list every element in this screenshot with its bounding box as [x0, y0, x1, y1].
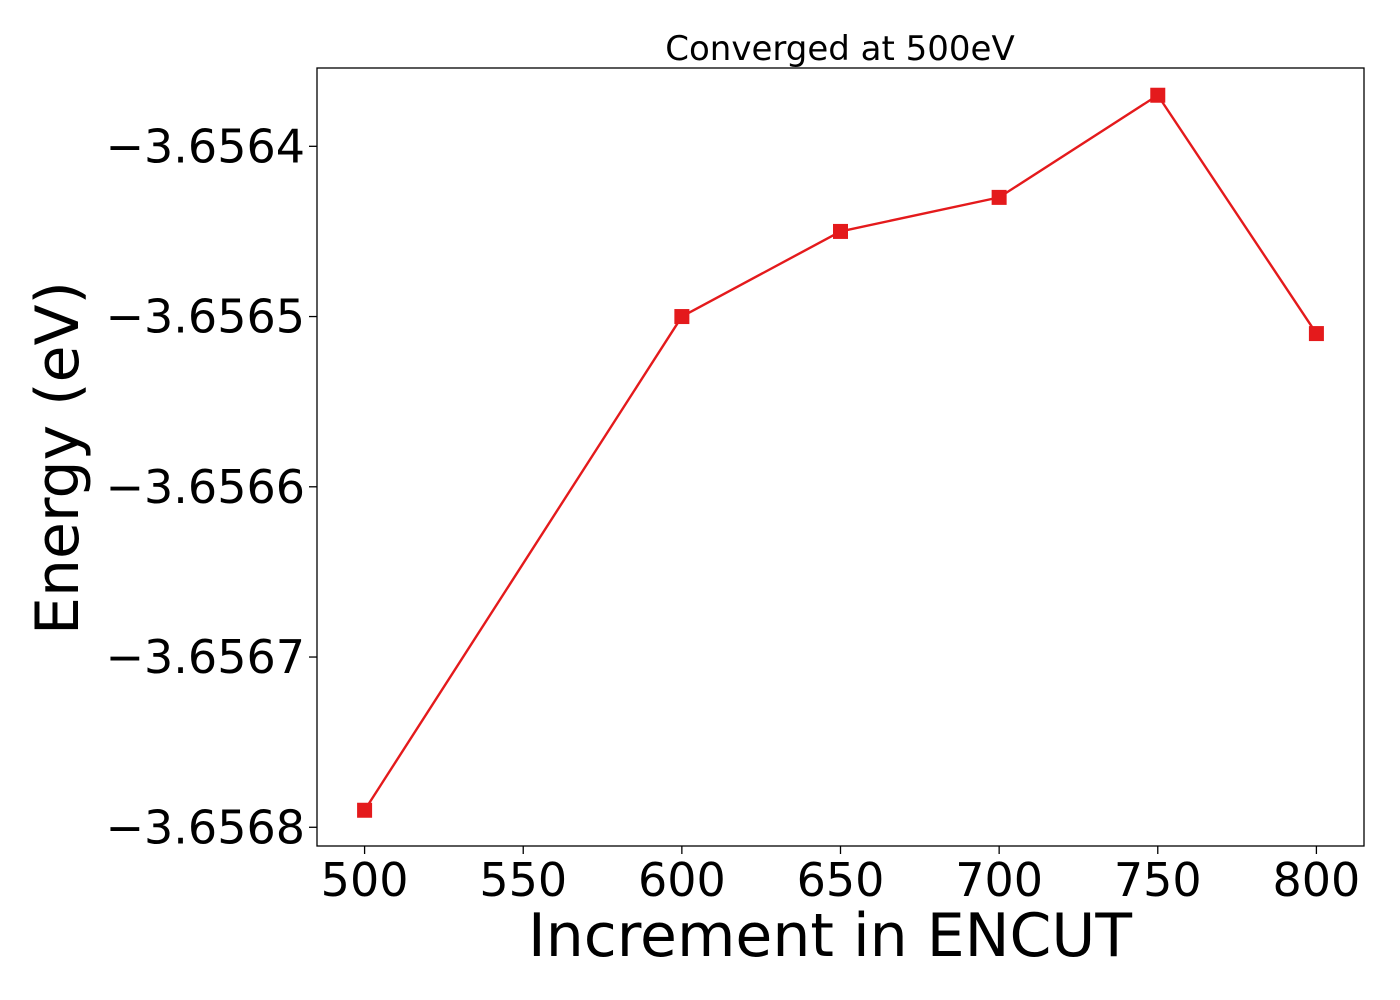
plot-frame: [316, 67, 1365, 847]
chart-title: Converged at 500eV: [665, 29, 1014, 69]
x-axis-title: Increment in ENCUT: [528, 901, 1132, 971]
x-tick-label: 700: [955, 853, 1043, 907]
data-point-marker: [357, 802, 373, 818]
x-tick-label: 550: [479, 853, 567, 907]
y-tick-label: −3.6564: [106, 119, 306, 173]
y-axis: −3.6568 −3.6567 −3.6566 −3.6565 −3.6564: [106, 119, 317, 854]
data-point-marker: [991, 189, 1007, 205]
y-tick-label: −3.6565: [106, 290, 306, 344]
series-layer: [357, 87, 1324, 818]
data-point-marker: [1150, 87, 1166, 103]
y-tick-label: −3.6567: [106, 630, 306, 684]
data-point-marker: [1308, 326, 1324, 342]
x-tick-label: 650: [797, 853, 885, 907]
x-tick-label: 600: [638, 853, 726, 907]
data-point-marker: [833, 223, 848, 239]
x-axis: 500 550 600 650 700 750 800: [321, 846, 1361, 907]
x-tick-label: 500: [321, 853, 409, 907]
x-tick-label: 800: [1273, 853, 1361, 907]
y-tick-label: −3.6568: [106, 800, 306, 854]
series-line: [363, 94, 1318, 811]
x-tick-label: 750: [1114, 853, 1202, 907]
y-tick-label: −3.6566: [106, 460, 306, 514]
y-axis-title: Energy (eV): [23, 281, 93, 635]
data-point-marker: [674, 309, 690, 325]
